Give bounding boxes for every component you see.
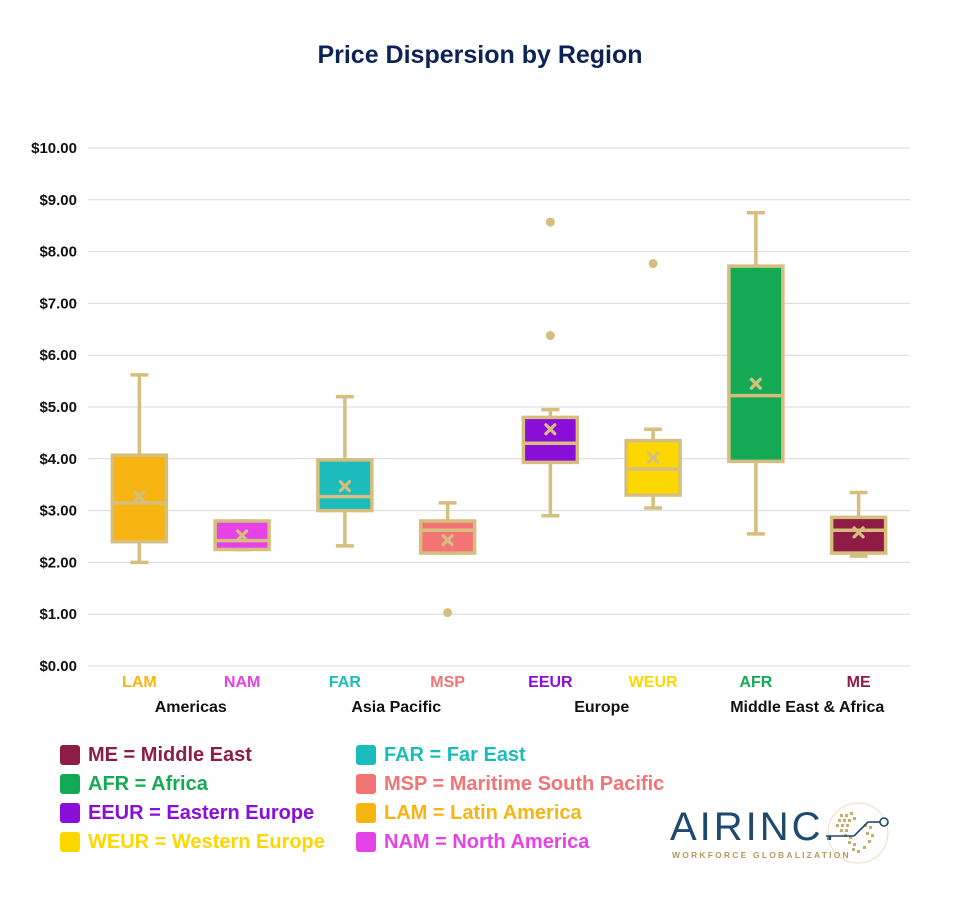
mean-marker — [338, 480, 351, 493]
category-label: MSP — [430, 674, 465, 691]
category-labels: LAM NAM FAR MSP EEUR WEUR AFR ME — [122, 674, 871, 691]
category-label: ME — [847, 674, 871, 691]
legend-label: MSP = Maritime South Pacific — [384, 772, 665, 795]
legend-label: AFR = Africa — [88, 772, 208, 795]
globe-icon — [826, 802, 889, 864]
box-eeur — [521, 217, 580, 518]
category-label: EEUR — [528, 674, 573, 691]
group-label: Middle East & Africa — [730, 699, 884, 716]
legend-swatch — [60, 774, 80, 794]
legend-swatch — [356, 745, 376, 765]
y-tick-label: $8.00 — [39, 244, 77, 261]
outlier-point — [648, 259, 658, 269]
logo-tagline: WORKFORCE GLOBALIZATION — [672, 850, 851, 860]
legend-label: LAM = Latin America — [384, 801, 582, 824]
box-far — [316, 394, 374, 548]
legend-label: EEUR = Eastern Europe — [88, 801, 315, 824]
legend-item: LAM = Latin America — [356, 800, 582, 826]
category-label: FAR — [329, 674, 361, 691]
category-label: AFR — [739, 674, 772, 691]
legend-swatch — [60, 832, 80, 852]
outlier-point — [443, 608, 453, 618]
box-lam — [110, 373, 169, 565]
legend-label: NAM = North America — [384, 830, 590, 853]
mean-marker — [852, 526, 865, 539]
mean-marker — [441, 534, 454, 547]
legend-item: AFR = Africa — [60, 771, 208, 797]
category-label: LAM — [122, 674, 157, 691]
y-tick-label: $2.00 — [39, 554, 77, 571]
y-tick-label: $4.00 — [39, 451, 77, 468]
box-msp — [418, 501, 477, 618]
legend-item: WEUR = Western Europe — [60, 829, 325, 855]
y-tick-label: $1.00 — [39, 606, 77, 623]
y-axis-ticks: $0.00 $1.00 $2.00 $3.00 $4.00 $5.00 $6.00 $7.00… — [31, 140, 77, 675]
legend-swatch — [356, 774, 376, 794]
mean-marker — [544, 423, 557, 436]
box-iqr — [521, 415, 580, 465]
legend-label: WEUR = Western Europe — [88, 830, 325, 853]
group-labels: Americas Asia Pacific Europe Middle East & … — [155, 699, 885, 716]
mean-marker — [236, 529, 249, 542]
legend-item: NAM = North America — [356, 829, 589, 855]
box-afr — [727, 211, 785, 536]
y-tick-label: $0.00 — [39, 658, 77, 675]
logo-wordmark: AIRINC. — [670, 805, 838, 849]
legend-swatch — [60, 745, 80, 765]
legend-item: MSP = Maritime South Pacific — [356, 771, 664, 797]
group-label: Americas — [155, 699, 227, 716]
legend-label: ME = Middle East — [88, 743, 252, 766]
box-me — [829, 490, 888, 558]
box-iqr — [418, 519, 477, 555]
gridlines — [88, 147, 910, 667]
outlier-point — [545, 217, 555, 227]
y-tick-label: $5.00 — [39, 399, 77, 416]
box-nam — [213, 519, 271, 552]
box-iqr — [316, 458, 374, 513]
box-weur — [624, 259, 682, 510]
mean-marker — [647, 451, 660, 464]
boxes — [110, 211, 888, 618]
y-tick-label: $7.00 — [39, 295, 77, 312]
legend-item: ME = Middle East — [60, 742, 252, 768]
y-tick-label: $6.00 — [39, 347, 77, 364]
legend-item: FAR = Far East — [356, 742, 526, 768]
box-iqr — [829, 515, 888, 555]
category-label: WEUR — [629, 674, 678, 691]
legend: ME = Middle East AFR = Africa EEUR = Easte… — [60, 742, 700, 862]
y-tick-label: $10.00 — [31, 140, 77, 157]
legend-item: EEUR = Eastern Europe — [60, 800, 314, 826]
legend-swatch — [356, 832, 376, 852]
box-iqr — [727, 264, 785, 464]
group-label: Europe — [574, 699, 629, 716]
mean-marker — [133, 490, 146, 503]
chart-title: Price Dispersion by Region — [317, 41, 642, 69]
y-tick-label: $9.00 — [39, 192, 77, 209]
y-tick-label: $3.00 — [39, 503, 77, 520]
category-label: NAM — [224, 674, 260, 691]
legend-swatch — [60, 803, 80, 823]
legend-label: FAR = Far East — [384, 743, 526, 766]
outlier-point — [545, 331, 555, 341]
mean-marker — [749, 377, 762, 390]
airinc-logo: AIRINC. WORKFORCE GLOBALIZATION — [668, 800, 898, 870]
group-label: Asia Pacific — [351, 699, 441, 716]
legend-swatch — [356, 803, 376, 823]
